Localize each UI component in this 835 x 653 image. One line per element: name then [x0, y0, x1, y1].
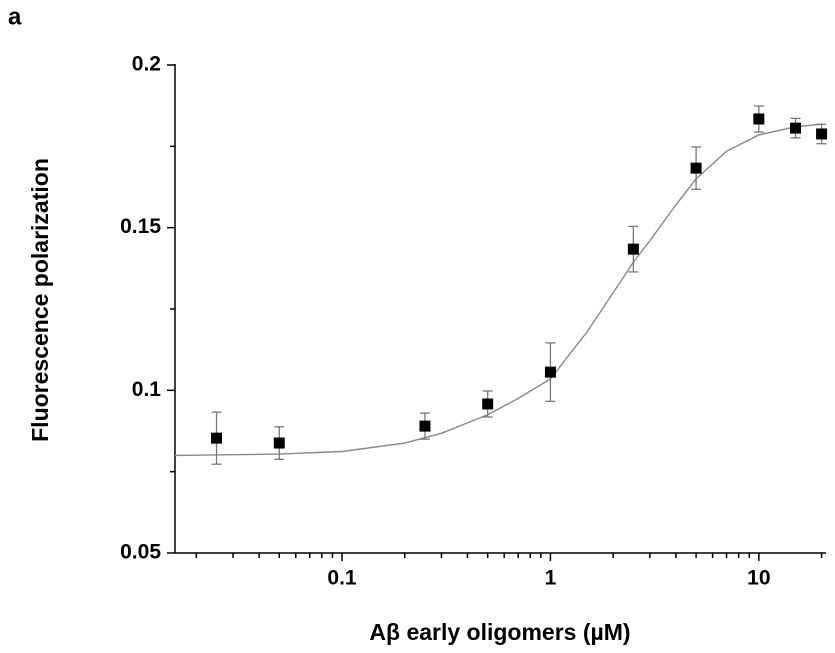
x-axis-title: Aβ early oligomers (µM) [369, 619, 630, 645]
y-tick-label: 0.2 [132, 53, 161, 76]
point [419, 420, 431, 432]
fit-curve [174, 123, 822, 457]
point [482, 398, 494, 410]
point [544, 366, 556, 378]
y-tick-label: 0.05 [120, 541, 161, 564]
panel-label: a [8, 3, 22, 30]
point [790, 122, 802, 134]
x-tick-label: 0.1 [327, 567, 357, 590]
point [627, 243, 639, 255]
y-tick-label: 0.1 [132, 378, 162, 401]
y-tick-label: 0.15 [120, 215, 161, 238]
point [211, 432, 223, 444]
x-tick-label: 10 [747, 567, 770, 590]
point [816, 128, 828, 140]
x-tick-label: 1 [545, 567, 557, 590]
y-axis-title: Fluorescence polarization [27, 158, 53, 442]
point [273, 437, 285, 449]
point [690, 162, 702, 174]
point [753, 113, 765, 125]
